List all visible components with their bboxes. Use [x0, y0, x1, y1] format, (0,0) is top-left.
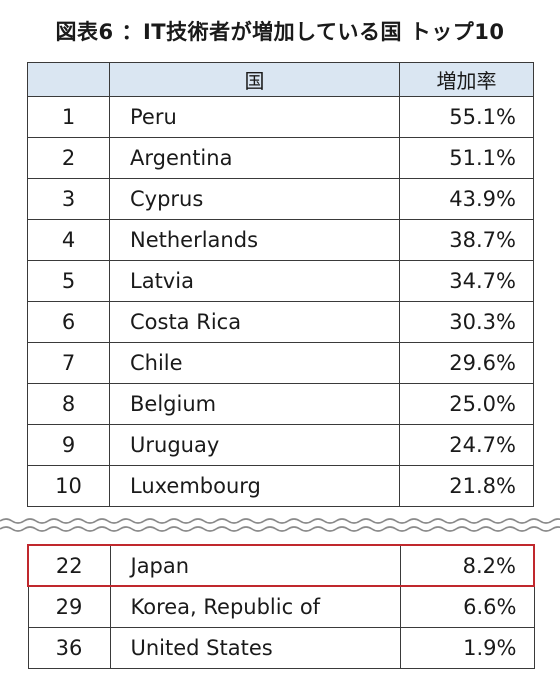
country-cell: Uruguay: [109, 424, 400, 466]
growth-rate-cell: 21.8%: [399, 465, 534, 507]
table-row: 4 Netherlands 38.7%: [27, 219, 534, 261]
growth-rate-cell: 55.1%: [399, 96, 534, 138]
table-row: 36 United States 1.9%: [27, 626, 535, 669]
country-cell: Netherlands: [109, 219, 400, 261]
country-cell: United States: [109, 626, 401, 669]
rank-cell: 36: [27, 626, 111, 669]
rank-cell: 3: [27, 178, 110, 220]
rank-cell: 1: [27, 96, 110, 138]
country-cell: Argentina: [109, 137, 400, 179]
break-wave-line-lower: [0, 526, 560, 532]
country-cell: Chile: [109, 342, 400, 384]
rank-cell: 7: [27, 342, 110, 384]
table-row: 29 Korea, Republic of 6.6%: [27, 585, 535, 628]
growth-rate-cell: 43.9%: [399, 178, 534, 220]
ranking-table-bottom: 22 Japan 8.2% 29 Korea, Republic of 6.6% 36 Uni…: [27, 544, 535, 669]
chart-title: 図表6 ：IT技術者が増加している国 トップ10: [55, 20, 505, 44]
table-row: 3 Cyprus 43.9%: [27, 178, 534, 220]
country-cell: Korea, Republic of: [109, 585, 401, 628]
growth-rate-cell: 24.7%: [399, 424, 534, 466]
rank-cell: 5: [27, 260, 110, 302]
rank-cell: 22: [27, 544, 111, 587]
header-growth-rate: 増加率: [399, 62, 534, 97]
table-row: 1 Peru 55.1%: [27, 96, 534, 138]
table-row: 9 Uruguay 24.7%: [27, 424, 534, 466]
country-cell: Costa Rica: [109, 301, 400, 343]
growth-rate-cell: 29.6%: [399, 342, 534, 384]
table-row: 2 Argentina 51.1%: [27, 137, 534, 179]
growth-rate-cell: 6.6%: [399, 585, 535, 628]
country-cell: Cyprus: [109, 178, 400, 220]
rank-cell: 29: [27, 585, 111, 628]
country-cell: Japan: [109, 544, 401, 587]
table-row: 5 Latvia 34.7%: [27, 260, 534, 302]
header-rank: [27, 62, 110, 97]
country-cell: Latvia: [109, 260, 400, 302]
growth-rate-cell: 1.9%: [399, 626, 535, 669]
break-wave-line-upper: [0, 518, 560, 524]
table-row: 8 Belgium 25.0%: [27, 383, 534, 425]
table-row-highlighted: 22 Japan 8.2%: [27, 544, 535, 587]
growth-rate-cell: 25.0%: [399, 383, 534, 425]
rank-cell: 9: [27, 424, 110, 466]
country-cell: Luxembourg: [109, 465, 400, 507]
rank-cell: 8: [27, 383, 110, 425]
growth-rate-cell: 8.2%: [399, 544, 535, 587]
header-country: 国: [109, 62, 400, 97]
rank-cell: 4: [27, 219, 110, 261]
table-row: 7 Chile 29.6%: [27, 342, 534, 384]
rank-cell: 10: [27, 465, 110, 507]
growth-rate-cell: 34.7%: [399, 260, 534, 302]
country-cell: Belgium: [109, 383, 400, 425]
table-break-wave: [0, 518, 560, 532]
rank-cell: 2: [27, 137, 110, 179]
growth-rate-cell: 38.7%: [399, 219, 534, 261]
growth-rate-cell: 51.1%: [399, 137, 534, 179]
country-cell: Peru: [109, 96, 400, 138]
ranking-table-top: 国 増加率 1 Peru 55.1% 2 Argentina 51.1% 3 Cyprus 43…: [27, 62, 534, 507]
growth-rate-cell: 30.3%: [399, 301, 534, 343]
table-row: 6 Costa Rica 30.3%: [27, 301, 534, 343]
table-header-row: 国 増加率: [27, 62, 534, 97]
rank-cell: 6: [27, 301, 110, 343]
table-row: 10 Luxembourg 21.8%: [27, 465, 534, 507]
